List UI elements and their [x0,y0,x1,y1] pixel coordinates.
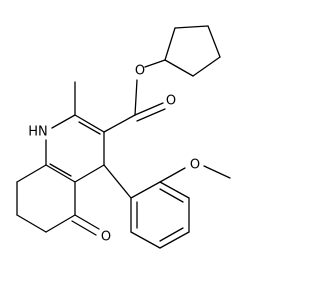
bond [49,163,72,177]
bond [136,108,166,122]
bond [16,164,47,183]
bond [130,181,161,199]
bond [71,220,97,236]
bond [159,181,190,199]
bond [192,56,221,77]
bond [103,114,136,133]
atom-label: O [135,64,145,79]
atom-label: HN [28,125,48,140]
molecule-diagram: HN O O O O [16,25,231,249]
atom-label: O [166,94,176,109]
bond [51,114,76,129]
bond [164,59,194,77]
bonds [16,25,231,249]
bond [74,214,100,230]
bond [134,79,138,116]
bond [45,214,76,233]
bond [207,25,221,58]
bond [159,188,184,203]
bond [103,164,132,199]
atom-label: O [190,158,200,173]
bond [174,25,209,29]
bond [74,114,105,133]
bond [16,214,47,233]
bond [78,121,101,135]
bond [144,59,166,68]
bond [159,167,186,183]
bond [203,165,231,179]
bond [159,227,184,242]
bond [130,231,161,249]
atom-label: O [101,230,111,245]
bond [164,27,176,61]
bond [159,231,190,249]
bond [45,164,76,183]
bond [74,164,105,183]
bond [134,102,164,116]
